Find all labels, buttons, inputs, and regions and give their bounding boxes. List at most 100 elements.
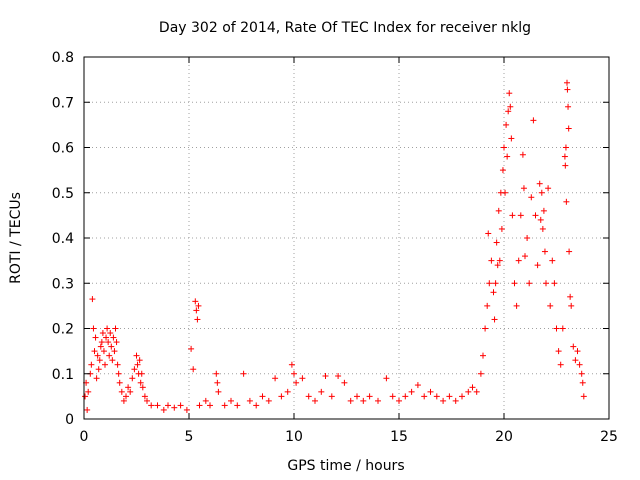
data-point	[106, 352, 113, 359]
data-point	[214, 379, 221, 386]
data-point	[421, 393, 428, 400]
data-point	[160, 406, 167, 413]
data-point	[499, 167, 506, 174]
data-point	[125, 384, 132, 391]
data-point	[551, 280, 558, 287]
data-point	[133, 352, 140, 359]
data-point	[111, 348, 118, 355]
data-point	[85, 388, 92, 395]
data-point	[100, 348, 107, 355]
data-point	[95, 366, 102, 373]
data-point	[90, 325, 97, 332]
data-point	[562, 162, 569, 169]
data-point	[341, 379, 348, 386]
axis-ticks	[83, 56, 610, 420]
data-point	[213, 370, 220, 377]
data-point	[102, 361, 108, 368]
data-point	[202, 397, 209, 404]
data-point	[580, 393, 587, 400]
data-point	[559, 325, 566, 332]
data-point	[194, 316, 201, 323]
data-point	[278, 393, 285, 400]
data-point	[414, 382, 421, 389]
data-point	[503, 121, 510, 128]
data-point	[383, 375, 390, 382]
data-point	[513, 302, 520, 309]
x-axis-label: GPS time / hours	[287, 458, 404, 474]
data-point	[446, 393, 453, 400]
data-point	[473, 388, 480, 395]
x-tick-labels: 0 5 10 15 20 25	[80, 429, 618, 445]
data-point	[507, 103, 514, 110]
chart-title: Day 302 of 2014, Rate Of TEC Index for r…	[159, 20, 531, 36]
y-tick-label: 0.6	[52, 141, 74, 157]
data-point	[505, 108, 512, 115]
data-point	[123, 393, 129, 400]
data-point	[293, 379, 300, 386]
y-tick-label: 0	[65, 412, 74, 428]
data-point	[488, 257, 495, 264]
data-point	[532, 212, 539, 219]
data-point	[234, 402, 241, 409]
data-point	[215, 388, 222, 395]
data-point	[485, 230, 492, 237]
data-point	[502, 189, 509, 196]
data-point	[88, 361, 95, 368]
data-point	[570, 343, 577, 350]
x-tick-label: 5	[185, 429, 194, 445]
data-point	[553, 325, 560, 332]
data-point	[538, 189, 545, 196]
data-point	[576, 361, 583, 368]
data-point	[566, 248, 573, 255]
data-point	[572, 357, 579, 364]
data-point	[354, 393, 360, 400]
data-point	[284, 388, 291, 395]
data-point	[193, 307, 200, 314]
data-point	[482, 325, 489, 332]
plot-frame	[83, 56, 610, 420]
data-point	[105, 339, 112, 346]
data-point	[305, 393, 312, 400]
data-point	[84, 406, 91, 413]
y-axis-label: ROTI / TECUs	[8, 192, 24, 284]
data-point	[98, 339, 105, 346]
y-tick-label: 0.1	[52, 367, 74, 383]
data-point	[288, 361, 295, 368]
data-point	[113, 339, 120, 346]
data-point	[91, 348, 98, 355]
data-point	[433, 393, 440, 400]
data-point	[495, 207, 502, 214]
data-point	[96, 357, 103, 364]
data-point	[578, 370, 585, 377]
x-tick-label: 20	[495, 429, 513, 445]
data-point	[103, 334, 110, 341]
data-point	[396, 397, 402, 404]
data-point	[564, 86, 571, 93]
data-point	[171, 404, 178, 411]
data-point	[543, 280, 549, 287]
data-point	[522, 253, 528, 260]
data-point	[347, 397, 354, 404]
data-point	[494, 262, 501, 269]
data-point	[94, 352, 101, 359]
data-points	[82, 79, 587, 413]
data-point	[183, 406, 190, 413]
data-point	[116, 379, 123, 386]
data-point	[408, 388, 415, 395]
data-point	[508, 135, 515, 142]
data-point	[228, 397, 234, 404]
data-point	[221, 402, 228, 409]
data-point	[469, 384, 476, 391]
data-point	[299, 375, 306, 382]
data-point	[246, 397, 253, 404]
data-point	[515, 257, 522, 264]
data-point	[493, 239, 500, 246]
data-point	[402, 393, 409, 400]
data-point	[366, 393, 373, 400]
data-point	[89, 296, 96, 303]
data-point	[108, 343, 115, 350]
data-point	[118, 388, 125, 395]
data-point	[540, 207, 547, 214]
data-point	[139, 384, 146, 391]
